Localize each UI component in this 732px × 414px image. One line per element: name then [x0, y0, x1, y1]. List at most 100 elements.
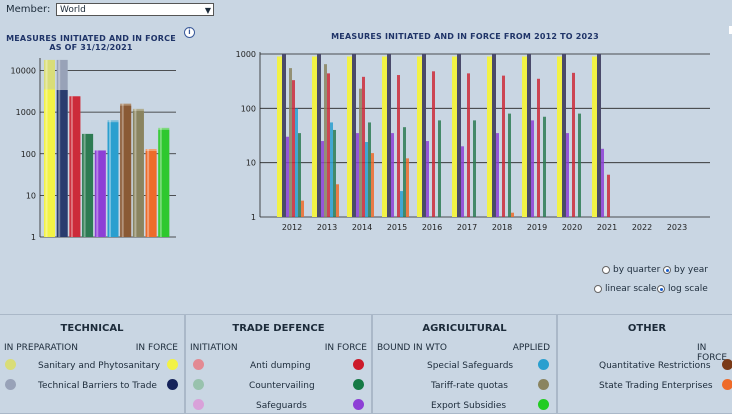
- technical-row1-left-dot[interactable]: [5, 379, 16, 390]
- linear-scale-option[interactable]: linear scale: [594, 284, 657, 294]
- right-bar-2021-4: [607, 174, 610, 217]
- right-xtick-label: 2016: [422, 223, 442, 232]
- right-bar-2019-2: [531, 120, 534, 217]
- trade-defence-row1-right-dot[interactable]: [353, 379, 364, 390]
- right-bar-2014-4: [362, 76, 365, 217]
- agricultural-row2-right-dot[interactable]: [538, 399, 549, 410]
- left-bar-9-dark: [158, 129, 170, 237]
- left-ytick-label: 100: [21, 150, 36, 159]
- right-bar-2013-5: [330, 122, 333, 217]
- right-xtick-label: 2018: [492, 223, 512, 232]
- by-quarter-option[interactable]: by quarter: [602, 265, 660, 275]
- member-select[interactable]: World ▼: [56, 3, 214, 16]
- right-bar-2012-5: [295, 108, 298, 217]
- left-bar-1-dark: [56, 90, 68, 237]
- right-bar-2015-2: [391, 133, 394, 217]
- right-bar-2016-0: [417, 56, 422, 217]
- right-chart-title: MEASURES INITIATED AND IN FORCE FROM 201…: [331, 32, 599, 41]
- agricultural-row0-right-dot[interactable]: [538, 359, 549, 370]
- agricultural-title: AGRICULTURAL: [422, 323, 507, 334]
- corner-mark: [729, 26, 732, 34]
- right-bar-2020-4: [572, 72, 575, 217]
- right-bar-2015-0: [382, 56, 387, 217]
- right-bar-2018-7: [511, 212, 514, 217]
- right-bar-2014-6: [368, 122, 371, 217]
- right-bar-2017-6: [473, 120, 476, 217]
- right-bar-2018-2: [496, 133, 499, 217]
- technical-row0-right-dot[interactable]: [167, 359, 178, 370]
- right-bar-2012-2: [286, 136, 289, 217]
- left-chart-title-line2: AS OF 31/12/2021: [49, 43, 133, 52]
- left-bar-2-shine: [70, 96, 73, 238]
- left-bar-4-shine: [96, 150, 99, 237]
- trade-defence-row1-left-dot[interactable]: [193, 379, 204, 390]
- right-xtick-label: 2023: [667, 223, 687, 232]
- trade-defence-row2-label: Safeguards: [256, 401, 307, 411]
- right-bar-2016-2: [426, 141, 429, 217]
- right-bar-2016-4: [432, 71, 435, 217]
- left-ytick-label: 10: [26, 191, 36, 200]
- by-year-option[interactable]: by year: [663, 265, 708, 275]
- trade-defence-row0-left-dot[interactable]: [193, 359, 204, 370]
- technical-row0-left-dot[interactable]: [5, 359, 16, 370]
- trade-defence-row0-label: Anti dumping: [250, 361, 311, 371]
- right-xtick-label: 2022: [632, 223, 652, 232]
- log-scale-radio[interactable]: [657, 285, 665, 293]
- right-bar-2012-1: [282, 54, 286, 217]
- linear-scale-radio[interactable]: [594, 285, 602, 293]
- by-year-radio[interactable]: [663, 266, 671, 274]
- other-col-right: IN FORCE: [697, 343, 728, 363]
- agricultural-row1-right-dot[interactable]: [538, 379, 549, 390]
- info-icon[interactable]: i: [184, 27, 195, 38]
- agricultural-col-left: BOUND IN WTO: [377, 343, 447, 353]
- by-year-label: by year: [674, 265, 708, 275]
- right-bar-2019-0: [522, 56, 527, 217]
- right-bar-2012-3: [289, 68, 292, 217]
- agricultural-row1-label: Tariff-rate quotas: [431, 381, 508, 391]
- right-xtick-label: 2014: [352, 223, 372, 232]
- trade-defence-col-left: INITIATION: [190, 343, 238, 353]
- right-bar-2020-6: [578, 113, 581, 217]
- other-row0-label: Quantitative Restrictions: [599, 361, 711, 371]
- right-bar-2012-4: [292, 80, 295, 218]
- agricultural-row0-label: Special Safeguards: [427, 361, 514, 371]
- right-ytick-label: 1: [251, 213, 256, 222]
- right-bar-2014-5: [365, 142, 368, 217]
- trade-defence-row0-right-dot[interactable]: [353, 359, 364, 370]
- right-bar-2014-2: [356, 133, 359, 217]
- right-bar-2018-0: [487, 56, 492, 217]
- technical-row1-right-dot[interactable]: [167, 379, 178, 390]
- technical-row1-label: Technical Barriers to Trade: [38, 381, 157, 391]
- agricultural-row2-label: Export Subsidies: [431, 401, 507, 411]
- right-bar-2018-4: [502, 75, 505, 218]
- right-bar-2012-7: [301, 200, 304, 217]
- trade-defence-row2-left-dot[interactable]: [193, 399, 204, 410]
- member-select-value: World: [60, 5, 86, 15]
- right-chart: 1000 100 10 1 2012 2013 2014 2015 2016 2017 2018 20…: [236, 50, 710, 232]
- other-row1-right-dot[interactable]: [722, 379, 732, 390]
- left-chart-title-line1: MEASURES INITIATED AND IN FORCE: [6, 34, 176, 43]
- right-xtick-label: 2015: [387, 223, 407, 232]
- trade-defence-panel: TRADE DEFENCE INITIATION IN FORCE Anti d…: [185, 314, 372, 414]
- left-bar-5-dark: [107, 122, 119, 237]
- right-bar-2015-6: [403, 127, 406, 217]
- log-scale-option[interactable]: log scale: [657, 284, 708, 294]
- right-bar-2019-4: [537, 78, 540, 217]
- right-xtick-label: 2020: [562, 223, 582, 232]
- left-bar-4-dark: [94, 150, 106, 237]
- right-bar-2014-3: [359, 88, 362, 217]
- agricultural-panel: AGRICULTURAL BOUND IN WTO APPLIED Specia…: [372, 314, 557, 414]
- by-quarter-radio[interactable]: [602, 266, 610, 274]
- right-bar-2015-5: [400, 191, 403, 217]
- left-ytick-label: 10000: [11, 67, 36, 76]
- right-bar-2017-1: [457, 54, 461, 217]
- trade-defence-row2-right-dot[interactable]: [353, 399, 364, 410]
- right-bar-2014-7: [371, 153, 374, 217]
- technical-col-left: IN PREPARATION: [4, 343, 78, 353]
- right-xtick-label: 2019: [527, 223, 547, 232]
- left-bar-0-dark: [44, 89, 55, 237]
- technical-title: TECHNICAL: [60, 323, 124, 334]
- trade-defence-row1-label: Countervailing: [249, 381, 315, 391]
- other-row0-right-dot[interactable]: [722, 359, 732, 370]
- right-bar-2013-2: [321, 141, 324, 217]
